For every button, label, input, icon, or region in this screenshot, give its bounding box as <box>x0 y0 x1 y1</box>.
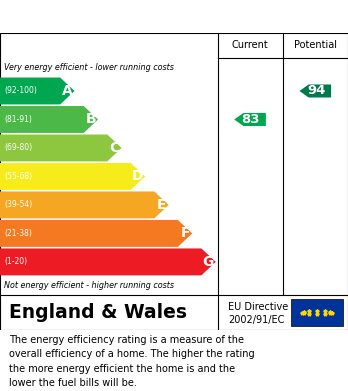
Text: (92-100): (92-100) <box>4 86 37 95</box>
Text: Current: Current <box>232 40 268 50</box>
Text: (81-91): (81-91) <box>4 115 32 124</box>
Text: C: C <box>109 141 119 155</box>
Text: Very energy efficient - lower running costs: Very energy efficient - lower running co… <box>4 63 174 72</box>
Polygon shape <box>300 84 331 97</box>
Text: E: E <box>157 198 167 212</box>
Text: The energy efficiency rating is a measure of the
overall efficiency of a home. T: The energy efficiency rating is a measur… <box>9 335 254 388</box>
Text: 94: 94 <box>307 84 325 97</box>
Polygon shape <box>0 163 145 190</box>
Text: (55-68): (55-68) <box>4 172 32 181</box>
Polygon shape <box>0 220 192 247</box>
Text: Not energy efficient - higher running costs: Not energy efficient - higher running co… <box>4 281 174 290</box>
Text: A: A <box>62 84 72 98</box>
Text: 2002/91/EC: 2002/91/EC <box>228 314 284 325</box>
Text: (1-20): (1-20) <box>4 257 27 266</box>
Text: (21-38): (21-38) <box>4 229 32 238</box>
Text: Potential: Potential <box>294 40 337 50</box>
Text: G: G <box>202 255 214 269</box>
Text: F: F <box>181 226 190 240</box>
Text: EU Directive: EU Directive <box>228 302 288 312</box>
Text: (69-80): (69-80) <box>4 143 32 152</box>
Bar <box>291 300 343 326</box>
Polygon shape <box>0 106 98 133</box>
Text: B: B <box>85 113 96 126</box>
Text: 83: 83 <box>242 113 260 126</box>
Text: (39-54): (39-54) <box>4 201 32 210</box>
Text: England & Wales: England & Wales <box>9 303 187 322</box>
Text: D: D <box>132 169 143 183</box>
Polygon shape <box>0 248 216 275</box>
Polygon shape <box>0 77 74 104</box>
Polygon shape <box>0 192 169 219</box>
Polygon shape <box>234 113 266 126</box>
Polygon shape <box>0 135 121 161</box>
Text: Energy Efficiency Rating: Energy Efficiency Rating <box>9 9 230 24</box>
